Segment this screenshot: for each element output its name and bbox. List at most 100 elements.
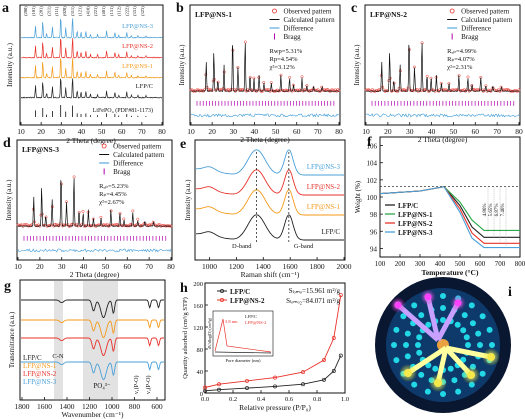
honeycomb-dot [447,365,454,372]
honeycomb-dot [477,342,483,348]
isotherm-curve [204,295,342,388]
yellow-head [487,353,495,361]
isotherm-point [245,386,249,390]
legend-label: Calculated pattern [284,16,336,24]
ytick-label: 160 [193,303,203,310]
inset-legend: LFP/C [245,314,257,319]
xtick-label: 1.0 [341,396,349,403]
honeycomb-dot [454,321,461,328]
xtick-label: 10 [362,127,370,136]
xtick-label: 10 [14,262,22,271]
refinement-stat: Rp=4.54% [270,56,299,63]
miller-index: (111) [54,6,59,16]
xtick-label: 50 [450,127,458,136]
panel-letter-g: g [4,279,11,294]
legend-marker [272,8,277,14]
honeycomb-dot [463,334,470,341]
refinement-stat: χ²=3.12% [270,64,296,71]
honeycomb-dot [424,388,431,395]
x-axis-label: Temperature (°C) [422,268,479,277]
legend-label: LFP@NS-2 [23,370,57,378]
series-label: LFP@NS-1 [122,63,153,70]
ytick-label: 200 [193,281,203,288]
xtick-label: 10 [187,127,195,136]
xtick-label: 20 [384,127,392,136]
xtick-label: 0.0 [201,396,209,403]
miller-index: (020) [62,6,67,16]
y-axis-label: Quantity adsorbed (cm³/g STP) [182,297,189,379]
xrd-curve-LFP/C [20,78,163,99]
legend-label: Observed pattern [461,8,510,16]
miller-index: (201) [39,6,44,16]
yellow-head [467,371,475,379]
raman-curve [195,169,344,196]
observed-point [72,175,76,179]
legend-marker [101,143,107,149]
observed-point [30,223,34,227]
isotherm-point [273,375,277,380]
chart-title: LFP@NS-3 [22,145,59,154]
xtick-label: 80 [515,127,523,136]
difference-curve [190,113,340,118]
inset-x-label: Pore diameter (nm) [226,358,261,363]
xtick-g-label: 600 [151,402,163,411]
miller-index: (211) [46,6,51,16]
y-axis-label: Intensity (a.u.) [184,179,192,221]
inset-curve [214,351,272,354]
legend-label: Observed pattern [284,8,333,16]
xtick-label: 20 [36,262,44,271]
annotation: ν₁(P-O) [133,376,140,394]
band-label: G-band [294,243,314,250]
plot-frame-a [19,4,164,126]
honeycomb-dot [404,330,411,337]
tga-curve [379,186,520,249]
xtick-label: 0.2 [229,396,237,403]
xtick-label: 40 [80,262,88,271]
isotherm-point [322,358,326,362]
xtick-a-label: 60 [118,127,126,136]
calculated-curve [365,43,520,92]
xtick-label: 700 [495,260,506,268]
observed-point [337,89,341,93]
xtick-label: 50 [272,127,280,136]
observed-point [128,223,132,227]
honeycomb-dot [465,342,471,348]
isotherm-point [217,387,221,392]
ytick-label: 102 [367,177,378,185]
refinement-stat: χ²=2.31% [447,64,473,71]
yellow-head [404,369,412,377]
observed-point [460,88,464,92]
honeycomb-dot [393,357,400,364]
miller-index: (311) [70,6,75,16]
refinement-stat: Rₐₚ=4.99% [447,48,477,55]
xtick-label: 80 [167,262,175,271]
panel-letter-c: c [351,1,357,16]
xtick-label: 30 [58,262,66,271]
x-axis-label: Raman shift (cm⁻¹) [241,270,300,279]
xtick-g-label: 1800 [15,402,30,411]
band-label: D-band [232,243,252,250]
annotation: Sₗₒₘₒ₂=84.071 m²/g [286,297,340,305]
y-axis-label: Intensity (a.u.) [178,44,186,86]
series-label: LFP/C [321,228,340,236]
yellow-head [434,379,442,387]
legend-marker [220,298,224,302]
xtick-g-label: 1000 [105,402,120,411]
legend-label: LFP@NS-1 [23,362,57,370]
plot-frame-e [194,139,346,261]
xtick-a-label: 30 [58,127,66,136]
xtick-a-label: 20 [37,127,45,136]
observed-point [425,74,429,78]
legend-label: Difference [461,25,491,33]
calculated-curve [17,178,172,227]
legend-label: LFP/C [23,354,42,362]
honeycomb-dot [440,305,446,311]
series-label: LFP@NS-1 [307,203,341,211]
isotherm-point [338,293,343,298]
series-label: LFP@NS-2 [122,43,153,50]
ytick-label: 80 [197,347,204,354]
honeycomb-dot [486,326,493,333]
inset-legend: LFP@NS-2 [245,320,266,325]
legend-marker [449,8,455,14]
observed-point [325,88,329,92]
